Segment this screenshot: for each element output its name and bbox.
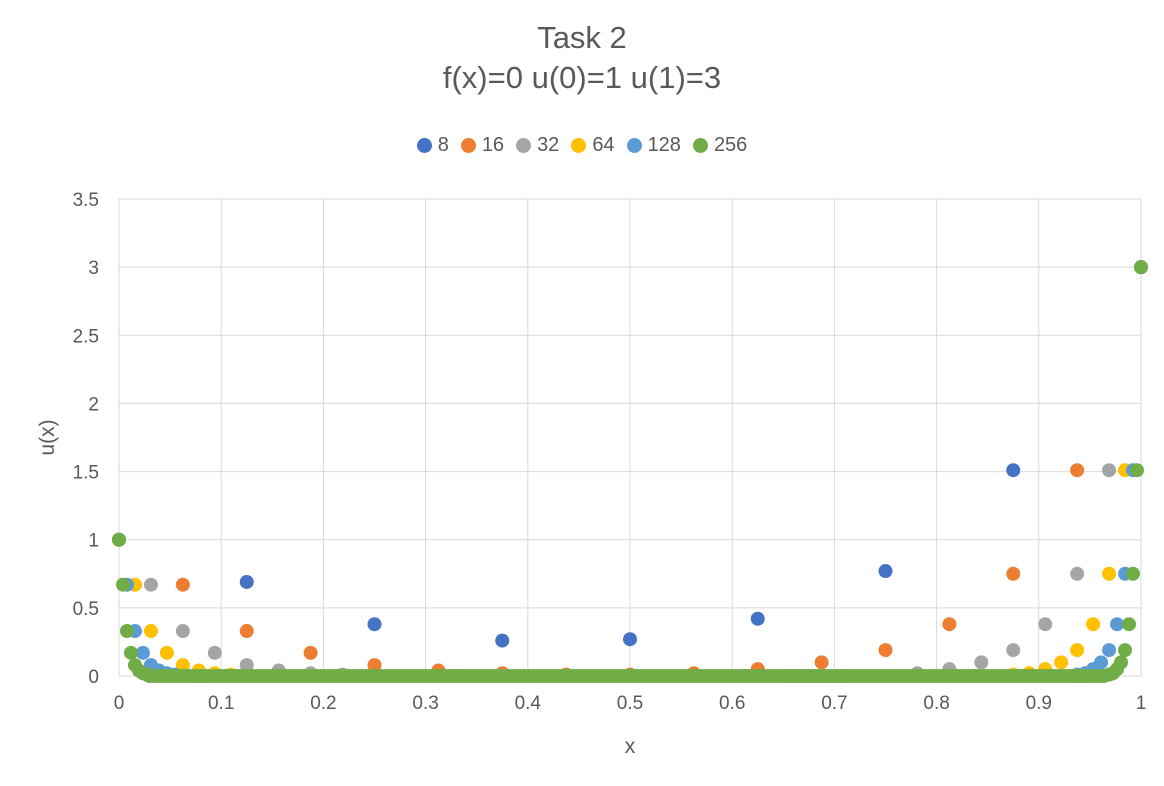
legend-label: 16	[481, 134, 505, 156]
data-point-256	[119, 624, 134, 639]
data-point-128	[135, 645, 150, 660]
data-point-64	[1070, 643, 1085, 658]
data-point-64	[1086, 617, 1101, 632]
data-point-16	[814, 655, 829, 670]
x-tick-label: 0.7	[821, 693, 847, 714]
data-point-128	[1110, 617, 1125, 632]
legend-marker	[516, 138, 532, 153]
data-point-32	[239, 658, 254, 673]
legend-item-256: 256	[692, 134, 748, 157]
data-point-8	[239, 574, 254, 589]
data-point-32	[1038, 617, 1053, 632]
legend-marker	[416, 138, 432, 153]
y-axis-label: u(x)	[36, 419, 59, 455]
x-tick-label: 0.2	[310, 693, 336, 714]
x-tick-label: 0.4	[515, 693, 542, 714]
legend-marker	[571, 138, 587, 153]
x-tick-label: 0.6	[719, 693, 745, 714]
y-tick-label: 3.5	[73, 190, 99, 211]
legend-marker	[692, 138, 708, 153]
data-point-16	[1070, 463, 1085, 478]
data-point-8	[878, 564, 893, 579]
x-tick-label: 0.1	[208, 693, 234, 714]
data-point-8	[367, 617, 382, 632]
data-point-64	[1102, 566, 1117, 581]
x-tick-label: 1	[1136, 693, 1147, 714]
data-point-32	[1070, 566, 1085, 581]
data-point-32	[175, 624, 190, 639]
y-tick-label: 1	[88, 531, 99, 552]
legend-item-16: 16	[460, 134, 505, 157]
data-point-32	[1006, 643, 1021, 658]
chart-title: Task 2	[537, 20, 627, 55]
chart-subtitle: f(x)=0 u(0)=1 u(1)=3	[442, 60, 722, 95]
data-point-256	[1130, 463, 1145, 478]
data-point-16	[367, 658, 382, 673]
legend-label: 128	[647, 134, 681, 156]
data-point-32	[974, 655, 989, 670]
legend-label: 256	[713, 134, 748, 156]
y-tick-label: 3	[88, 258, 99, 279]
data-point-8	[1006, 463, 1021, 478]
legend-marker	[460, 138, 476, 153]
data-point-128	[1094, 655, 1109, 670]
data-point-64	[175, 658, 190, 673]
data-point-128	[1102, 643, 1117, 658]
x-tick-label: 0.8	[923, 693, 949, 714]
y-tick-label: 0	[88, 667, 99, 688]
data-point-16	[878, 643, 893, 658]
y-tick-label: 0.5	[73, 599, 99, 620]
grid-lines	[118, 198, 1142, 677]
legend-item-32: 32	[516, 134, 559, 157]
legend-marker	[626, 138, 642, 153]
y-tick-label: 2	[88, 394, 99, 415]
data-point-256	[1114, 655, 1129, 670]
legend-label: 8	[437, 134, 449, 156]
data-point-16	[239, 624, 254, 639]
data-point-256	[1118, 643, 1133, 658]
data-point-32	[143, 577, 158, 592]
legend-item-8: 8	[416, 134, 449, 157]
data-point-256	[115, 577, 130, 592]
data-point-256	[123, 645, 138, 660]
data-point-16	[175, 577, 190, 592]
data-point-64	[159, 645, 174, 660]
data-point-16	[303, 645, 318, 660]
x-tick-label: 0.9	[1026, 693, 1052, 714]
y-tick-label: 1.5	[73, 463, 99, 484]
x-tick-labels: 0 0.1 0.2 0.3 0.4 0.5 0.6 0.7 0.8 0.9 1	[114, 693, 1147, 714]
data-point-32	[207, 645, 222, 660]
data-point-256	[1126, 566, 1141, 581]
legend-item-64: 64	[571, 134, 615, 157]
x-tick-label: 0.3	[412, 693, 438, 714]
data-point-16	[942, 617, 957, 632]
data-point-8	[623, 632, 637, 647]
data-point-8	[495, 633, 510, 648]
x-tick-label: 0.5	[617, 693, 643, 714]
data-point-256	[1134, 260, 1148, 275]
chart-legend: 8 16 32 64 128 256	[0, 134, 1164, 157]
legend-label: 32	[537, 134, 560, 156]
x-tick-label: 0	[114, 693, 125, 714]
data-point-16	[1006, 566, 1021, 581]
chart-title-block: Task 2 f(x)=0 u(0)=1 u(1)=3	[0, 18, 1164, 98]
x-axis-label: x	[625, 735, 636, 758]
data-point-8	[750, 611, 765, 626]
y-tick-labels: 0 0.5 1 1.5 2 2.5 3 3.5	[73, 190, 99, 688]
data-points	[112, 260, 1148, 683]
data-point-64	[143, 624, 158, 639]
data-point-256	[112, 532, 126, 547]
legend-label: 64	[592, 134, 615, 156]
data-point-32	[1102, 463, 1117, 478]
y-tick-label: 2.5	[73, 326, 99, 347]
data-point-64	[1054, 655, 1069, 670]
data-point-256	[1122, 617, 1137, 632]
data-point-256	[139, 667, 154, 682]
legend-item-128: 128	[626, 134, 681, 157]
